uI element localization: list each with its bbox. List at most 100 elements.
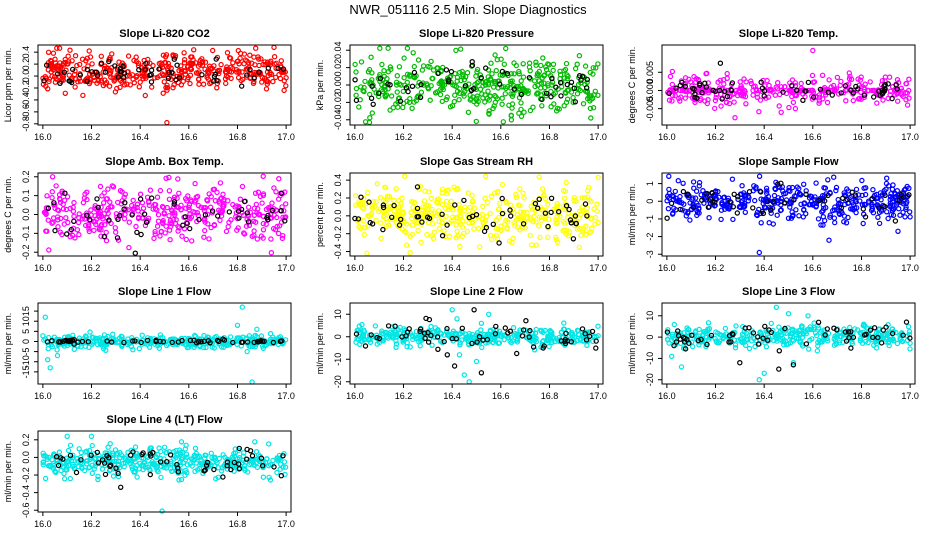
data-point: [196, 69, 202, 75]
data-point: [203, 452, 209, 459]
data-point: [906, 87, 912, 94]
data-point: [63, 231, 70, 237]
y-axis-label: ml/min per min.: [627, 313, 637, 375]
data-point: [722, 325, 729, 332]
data-point: [274, 214, 280, 221]
data-point: [202, 467, 208, 473]
data-point: [77, 454, 84, 461]
data-point: [192, 453, 198, 460]
data-point: [369, 110, 375, 116]
data-point: [750, 205, 756, 211]
data-point: [147, 471, 153, 478]
data-point: [77, 72, 84, 78]
y-tick-label: 0.0: [21, 208, 31, 221]
data-point: [109, 183, 116, 189]
data-point: [805, 79, 812, 86]
data-point: [487, 328, 494, 335]
data-point: [216, 338, 222, 345]
data-point: [92, 335, 99, 342]
data-point: [518, 214, 524, 220]
data-point: [590, 338, 596, 345]
data-point: [788, 87, 794, 94]
data-point: [98, 60, 105, 66]
data-point: [533, 59, 539, 65]
data-point: [694, 212, 700, 219]
data-point: [518, 106, 524, 113]
data-point: [855, 86, 861, 92]
data-point: [593, 345, 599, 351]
data-point: [211, 186, 218, 192]
data-point: [527, 107, 534, 114]
data-point: [490, 221, 496, 227]
data-point: [404, 45, 411, 51]
data-point: [703, 84, 710, 90]
data-point: [449, 102, 456, 109]
data-point: [276, 452, 283, 459]
data-point: [71, 341, 77, 347]
data-point: [546, 343, 552, 350]
data-point: [260, 220, 266, 227]
data-point: [792, 92, 798, 98]
data-point: [376, 90, 382, 97]
data-point: [275, 65, 281, 72]
data-point: [393, 341, 400, 347]
data-point: [685, 191, 691, 197]
data-point: [499, 95, 505, 101]
data-point: [234, 227, 240, 233]
data-point: [823, 204, 829, 211]
data-point: [44, 193, 50, 199]
data-point: [482, 99, 488, 105]
data-point: [667, 87, 673, 94]
data-point: [664, 336, 671, 342]
data-point: [826, 77, 832, 83]
y-tick-label: -0.04: [333, 110, 343, 131]
data-point: [734, 92, 741, 99]
data-point: [435, 346, 441, 352]
data-point: [187, 211, 193, 217]
data-point: [436, 225, 442, 232]
data-point: [57, 229, 64, 235]
data-point: [468, 87, 475, 94]
data-point: [277, 75, 284, 82]
data-point: [368, 212, 374, 218]
data-point: [389, 214, 395, 220]
data-point: [774, 336, 780, 342]
data-point: [115, 216, 121, 222]
data-point: [427, 97, 433, 103]
data-point: [733, 323, 739, 329]
data-point: [278, 58, 284, 64]
data-point: [154, 194, 161, 200]
data-point: [414, 205, 421, 212]
data-point: [499, 68, 506, 75]
data-point: [871, 87, 877, 94]
data-point: [497, 200, 503, 207]
data-point: [721, 81, 727, 87]
x-tick-label: 16.2: [83, 263, 101, 273]
data-point: [359, 321, 365, 328]
data-point: [117, 484, 124, 490]
data-point: [592, 221, 598, 227]
data-point: [789, 213, 796, 219]
data-point: [400, 104, 406, 111]
data-point: [453, 234, 459, 241]
data-point: [212, 454, 218, 460]
data-point: [73, 469, 80, 476]
x-tick-label: 16.4: [755, 391, 773, 401]
data-point: [383, 211, 390, 217]
data-point: [848, 87, 854, 93]
data-point: [737, 360, 743, 366]
data-point: [278, 190, 284, 196]
data-point: [267, 331, 274, 337]
data-point: [444, 331, 451, 338]
data-point: [549, 75, 555, 82]
data-point: [764, 198, 771, 205]
data-point: [586, 333, 593, 339]
y-tick-label: -0.4: [21, 92, 31, 108]
data-point: [256, 56, 262, 62]
data-point: [533, 219, 539, 225]
data-point: [217, 180, 224, 186]
data-point: [112, 89, 119, 95]
data-point: [88, 207, 94, 213]
data-point: [717, 332, 724, 338]
data-point: [741, 338, 747, 345]
